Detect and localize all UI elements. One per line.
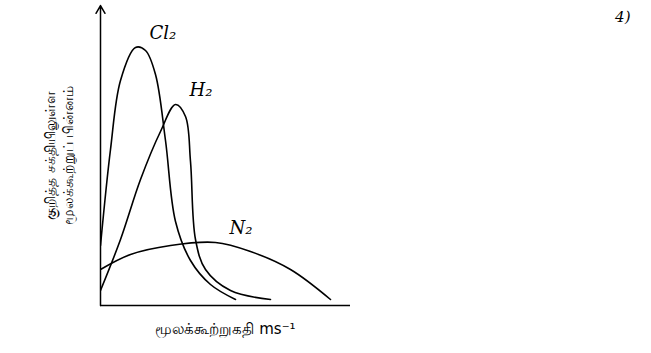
- svg-text:H₂: H₂: [189, 79, 213, 100]
- svg-text:Cl₂: Cl₂: [150, 22, 177, 43]
- svg-text:4): 4): [614, 8, 631, 26]
- svg-text:N₂: N₂: [229, 217, 253, 238]
- svg-text:மூலக்கூற்றுகதி ms⁻¹: மூலக்கூற்றுகதி ms⁻¹: [155, 320, 295, 338]
- svg-text:குறித்த சக்தியிலுள்ளமூலக்கூற்ற: குறித்த சக்தியிலுள்ளமூலக்கூற்றுப் பின்னம…: [42, 86, 77, 225]
